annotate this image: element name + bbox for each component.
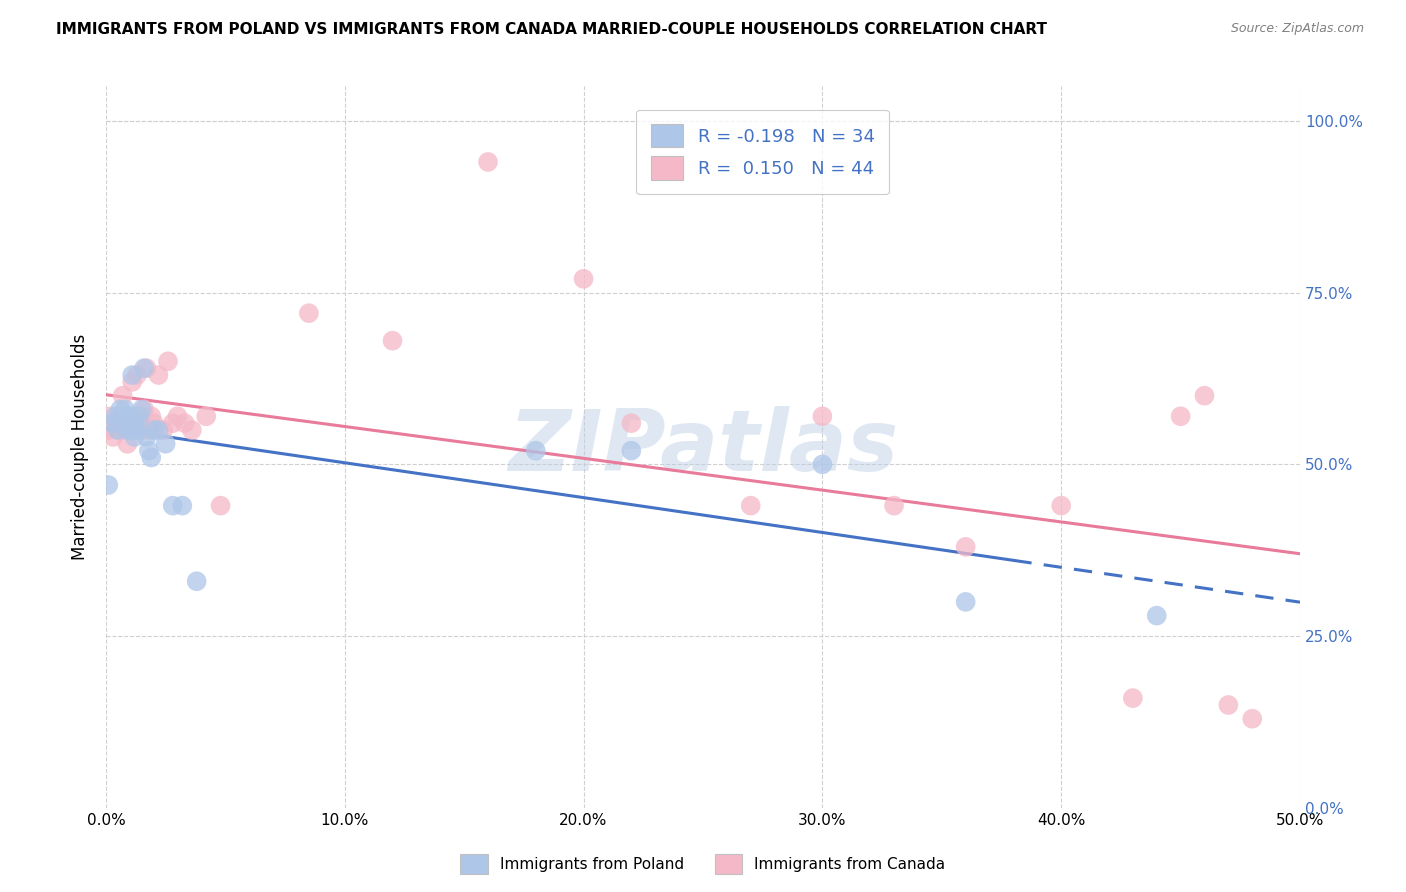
Y-axis label: Married-couple Households: Married-couple Households	[72, 334, 89, 560]
Point	[298, 306, 321, 320]
Point	[142, 416, 165, 430]
Point	[148, 423, 170, 437]
Point	[883, 499, 905, 513]
Point	[114, 423, 136, 437]
Point	[620, 416, 643, 430]
Point	[166, 409, 188, 424]
Point	[124, 430, 146, 444]
Text: IMMIGRANTS FROM POLAND VS IMMIGRANTS FROM CANADA MARRIED-COUPLE HOUSEHOLDS CORRE: IMMIGRANTS FROM POLAND VS IMMIGRANTS FRO…	[56, 22, 1047, 37]
Point	[110, 402, 132, 417]
Point	[195, 409, 218, 424]
Point	[138, 423, 160, 437]
Point	[104, 409, 127, 424]
Point	[172, 499, 194, 513]
Point	[381, 334, 404, 348]
Point	[141, 409, 163, 424]
Point	[117, 437, 139, 451]
Point	[128, 409, 150, 424]
Point	[124, 416, 146, 430]
Point	[128, 409, 150, 424]
Point	[209, 499, 232, 513]
Point	[121, 423, 143, 437]
Point	[1170, 409, 1192, 424]
Point	[134, 402, 156, 417]
Point	[107, 423, 129, 437]
Point	[117, 409, 139, 424]
Point	[135, 430, 157, 444]
Text: ZIPatlas: ZIPatlas	[508, 406, 898, 489]
Point	[1122, 691, 1144, 706]
Point	[162, 499, 184, 513]
Point	[955, 540, 977, 554]
Point	[740, 499, 762, 513]
Point	[131, 423, 153, 437]
Point	[173, 416, 195, 430]
Point	[955, 595, 977, 609]
Point	[118, 409, 141, 424]
Point	[135, 361, 157, 376]
Point	[118, 416, 141, 430]
Point	[114, 416, 136, 430]
Point	[162, 416, 184, 430]
Point	[134, 361, 156, 376]
Point	[811, 458, 834, 472]
Point	[142, 423, 165, 437]
Point	[111, 409, 134, 424]
Point	[152, 423, 174, 437]
Point	[100, 409, 122, 424]
Point	[1146, 608, 1168, 623]
Point	[1194, 389, 1216, 403]
Point	[572, 272, 595, 286]
Point	[156, 354, 179, 368]
Point	[97, 478, 120, 492]
Text: Source: ZipAtlas.com: Source: ZipAtlas.com	[1230, 22, 1364, 36]
Point	[101, 430, 124, 444]
Point	[114, 402, 136, 417]
Point	[101, 416, 124, 430]
Legend: R = -0.198   N = 34, R =  0.150   N = 44: R = -0.198 N = 34, R = 0.150 N = 44	[637, 110, 889, 194]
Point	[104, 416, 127, 430]
Point	[1050, 499, 1073, 513]
Point	[125, 423, 148, 437]
Point	[138, 443, 160, 458]
Point	[1218, 698, 1240, 712]
Point	[121, 368, 143, 382]
Point	[117, 423, 139, 437]
Point	[111, 389, 134, 403]
Point	[97, 423, 120, 437]
Point	[1241, 712, 1264, 726]
Point	[131, 402, 153, 417]
Point	[141, 450, 163, 465]
Legend: Immigrants from Poland, Immigrants from Canada: Immigrants from Poland, Immigrants from …	[454, 848, 952, 880]
Point	[180, 423, 202, 437]
Point	[118, 416, 141, 430]
Point	[121, 375, 143, 389]
Point	[110, 409, 132, 424]
Point	[155, 437, 177, 451]
Point	[124, 416, 146, 430]
Point	[125, 368, 148, 382]
Point	[477, 155, 499, 169]
Point	[186, 574, 208, 589]
Point	[148, 368, 170, 382]
Point	[811, 409, 834, 424]
Point	[524, 443, 547, 458]
Point	[107, 423, 129, 437]
Point	[620, 443, 643, 458]
